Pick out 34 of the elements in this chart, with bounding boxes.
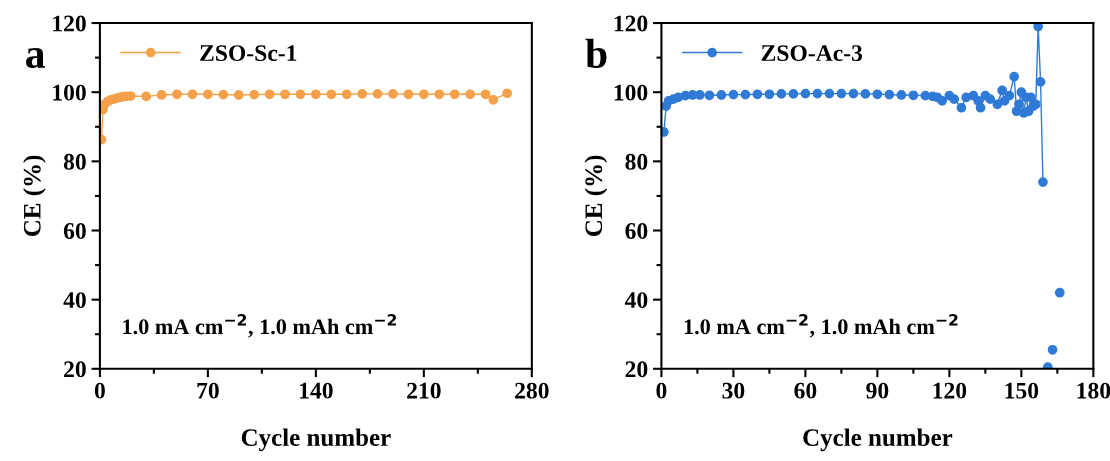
y-axis-title: CE (%) <box>23 155 46 237</box>
y-tick-label: 100 <box>614 84 648 101</box>
annotation: 1.0 mA cm$^{−2}$, 1.0 mAh cm$^{−2}$ <box>123 314 397 338</box>
y-tick-label: 20 <box>625 361 648 378</box>
x-tick-label: 0 <box>656 382 667 399</box>
x-tick-label: 150 <box>1005 382 1039 399</box>
y-tick-label: 80 <box>625 153 648 170</box>
x-axis-title: Cycle number <box>803 428 953 452</box>
y-tick-label: 120 <box>614 15 648 32</box>
x-tick-label: 60 <box>794 382 817 399</box>
x-tick-label: 30 <box>722 382 745 399</box>
y-tick-label: 80 <box>63 153 86 170</box>
legend-label: ZSO-Ac-3 <box>761 45 863 62</box>
x-tick-label: 280 <box>515 382 549 399</box>
y-axis-title: CE (%) <box>584 155 608 237</box>
x-tick-label: 140 <box>300 382 333 399</box>
x-tick-label: 120 <box>933 382 967 399</box>
chart-title: a <box>26 48 45 69</box>
y-tick-label: 100 <box>53 84 86 101</box>
x-axis-title: Cycle number <box>241 428 391 452</box>
y-tick-label: 20 <box>64 361 86 378</box>
x-tick-label: 210 <box>407 382 441 399</box>
y-tick-label: 60 <box>625 222 648 239</box>
chart-title: b <box>585 38 607 69</box>
x-tick-label: 90 <box>866 382 889 399</box>
x-tick-label: 180 <box>1077 382 1110 399</box>
y-tick-label: 60 <box>63 222 86 239</box>
y-tick-label: 40 <box>63 292 86 309</box>
legend-label: ZSO-Sc-1 <box>200 45 297 62</box>
x-tick-label: 0 <box>94 382 105 399</box>
y-tick-label: 120 <box>53 15 86 32</box>
x-tick-label: 70 <box>197 382 219 399</box>
y-tick-label: 40 <box>624 292 648 309</box>
annotation: 1.0 mA cm$^{−2}$, 1.0 mAh cm$^{−2}$ <box>684 314 958 338</box>
